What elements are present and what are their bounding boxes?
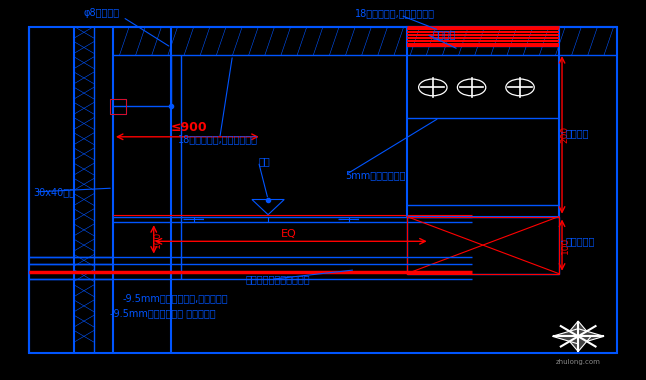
Text: EQ: EQ <box>281 229 297 239</box>
Text: 30x40木方: 30x40木方 <box>34 187 76 197</box>
Text: 干挂铝塑板木胶密封处理: 干挂铝塑板木胶密封处理 <box>245 274 310 284</box>
Text: φ8镀锌吊杆: φ8镀锌吊杆 <box>84 8 120 18</box>
Bar <box>110 99 126 114</box>
Bar <box>29 27 617 353</box>
Bar <box>407 217 559 274</box>
Polygon shape <box>565 321 591 336</box>
Text: 内刷大白: 内刷大白 <box>565 128 589 138</box>
Bar <box>407 217 559 274</box>
Text: 干挂铝塑板: 干挂铝塑板 <box>565 236 594 246</box>
Text: -9.5mm厚石膏板吊顶 白色乳胶漆: -9.5mm厚石膏板吊顶 白色乳胶漆 <box>110 309 216 318</box>
Text: 日光灯管: 日光灯管 <box>433 29 456 39</box>
Text: ≤900: ≤900 <box>171 121 208 134</box>
Text: zhulong.com: zhulong.com <box>556 359 601 365</box>
Text: 200: 200 <box>561 126 570 144</box>
Text: 18厚细木工板,防腐防火处理: 18厚细木工板,防腐防火处理 <box>178 134 258 144</box>
Text: 100: 100 <box>561 236 570 254</box>
Text: 5mm亚克力灯箱板: 5mm亚克力灯箱板 <box>346 170 406 180</box>
Text: -9.5mm厚石膏板吊顶,白色乳胶漆: -9.5mm厚石膏板吊顶,白色乳胶漆 <box>123 293 229 303</box>
Polygon shape <box>565 336 591 352</box>
Text: 100: 100 <box>152 231 162 248</box>
Bar <box>407 27 559 217</box>
Polygon shape <box>552 329 578 344</box>
Bar <box>110 99 126 114</box>
Text: 筒灯: 筒灯 <box>258 157 270 166</box>
Text: 18厚细木工板,防腐防火处理: 18厚细木工板,防腐防火处理 <box>355 8 435 18</box>
Polygon shape <box>578 329 604 344</box>
